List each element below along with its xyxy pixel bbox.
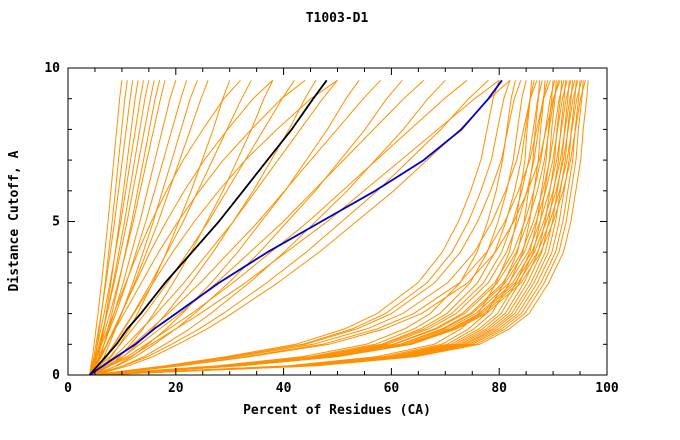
model-curve-orange (89, 80, 549, 376)
model-curve-orange (89, 79, 241, 376)
model-curve-orange (89, 80, 538, 376)
model-curve-orange (94, 79, 446, 376)
model-curve-orange (94, 80, 584, 376)
model-curve-orange (97, 80, 576, 376)
model-curve-orange (94, 80, 551, 376)
model-curve-orange (89, 79, 468, 376)
y-tick-label: 10 (44, 61, 60, 76)
model-curve-orange (94, 80, 274, 376)
model-curve-orange (89, 79, 500, 376)
model-curve-orange (89, 80, 144, 376)
model-curve-orange (89, 80, 155, 376)
model-curve-orange (94, 80, 198, 376)
model-curve-orange (89, 79, 338, 376)
model-curve-orange (89, 80, 559, 376)
model-curve-orange (89, 79, 425, 376)
model-curve-orange (92, 80, 568, 376)
model-curve-orange (91, 79, 274, 376)
model-curve-orange (92, 79, 489, 376)
y-tick-label: 5 (52, 215, 60, 230)
model-curve-orange (94, 80, 527, 376)
model-curve-orange (97, 80, 561, 376)
model-curve-orange (94, 80, 589, 376)
model-curve-orange (89, 80, 522, 376)
x-axis-label: Percent of Residues (CA) (243, 403, 431, 418)
x-tick-label: 0 (64, 381, 72, 396)
model-curve-orange (94, 80, 572, 376)
model-curve-blue-model (89, 79, 503, 376)
model-curve-orange (89, 80, 586, 376)
model-curve-orange (89, 80, 532, 376)
model-curve-orange (94, 80, 541, 376)
axes-layer: 0 20 40 60 80 100 0 5 10 (44, 61, 619, 396)
x-tick-label: 60 (384, 381, 400, 396)
model-curve-orange (89, 80, 123, 376)
model-curve-orange (89, 80, 188, 376)
x-tick-label: 100 (595, 381, 619, 396)
model-curve-orange (92, 79, 403, 376)
model-curve-orange (89, 80, 166, 376)
model-curve-black-model (88, 79, 328, 376)
y-tick-label: 0 (52, 368, 60, 383)
model-curve-orange (89, 80, 134, 376)
curves-layer (88, 79, 589, 376)
model-curve-orange (89, 80, 516, 376)
chart-title: T1003-D1 (306, 11, 369, 26)
model-curve-orange (89, 80, 573, 376)
x-tick-label: 80 (491, 381, 507, 396)
x-tick-label: 40 (276, 381, 292, 396)
x-tick-label: 20 (168, 381, 184, 396)
y-axis-label: Distance Cutoff, A (7, 150, 22, 291)
plot-frame (67, 67, 608, 376)
model-curve-orange (92, 80, 500, 376)
